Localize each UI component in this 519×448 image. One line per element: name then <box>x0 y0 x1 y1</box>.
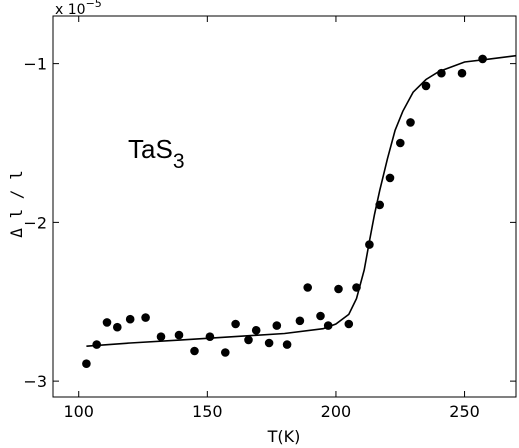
x-tick-label: 200 <box>321 402 352 421</box>
data-point <box>113 322 122 332</box>
data-point <box>251 326 261 335</box>
x-tick-label: 150 <box>192 402 223 421</box>
data-point <box>375 200 385 210</box>
data-point <box>205 332 215 342</box>
data-point <box>303 283 313 292</box>
data-point <box>316 311 325 321</box>
data-point <box>421 81 431 91</box>
data-point <box>385 173 395 183</box>
axis-ticks: 100 150 200 250 −3 −2 −1 <box>23 16 516 421</box>
y-tick-label: −1 <box>23 55 47 74</box>
x-tick-label: 250 <box>449 402 480 421</box>
data-point <box>221 348 230 357</box>
data-point <box>190 346 199 356</box>
data-point <box>244 335 253 345</box>
y-tick-label: −3 <box>23 372 47 391</box>
data-point <box>457 68 467 78</box>
data-point <box>323 321 333 330</box>
data-point <box>406 118 415 127</box>
data-point <box>231 319 240 329</box>
data-point <box>264 338 274 348</box>
y-tick-label: −2 <box>23 213 47 232</box>
data-point <box>295 316 305 326</box>
data-point <box>102 318 112 327</box>
data-point <box>437 68 446 78</box>
data-point <box>334 284 343 294</box>
data-point <box>141 313 150 322</box>
fit-line <box>86 54 517 347</box>
data-point <box>92 340 101 349</box>
data-point <box>174 330 184 340</box>
y-multiplier: x 10−5 <box>55 0 102 18</box>
data-point <box>352 283 361 292</box>
fit-curve-group <box>86 54 517 347</box>
data-point <box>478 54 487 64</box>
x-tick-label: 100 <box>63 402 94 421</box>
plot-frame <box>52 15 517 398</box>
sample-label: TaS3 <box>128 134 185 173</box>
data-point <box>272 321 282 330</box>
data-point <box>396 138 405 148</box>
data-point <box>344 319 354 329</box>
x-axis-label: T(K) <box>267 427 301 446</box>
y-axis-label: Δ l / l <box>7 170 26 237</box>
data-points-group <box>82 54 487 369</box>
data-point <box>125 314 135 324</box>
data-point <box>156 332 166 342</box>
data-point <box>365 240 374 249</box>
data-point <box>282 340 292 349</box>
data-point <box>82 359 91 369</box>
